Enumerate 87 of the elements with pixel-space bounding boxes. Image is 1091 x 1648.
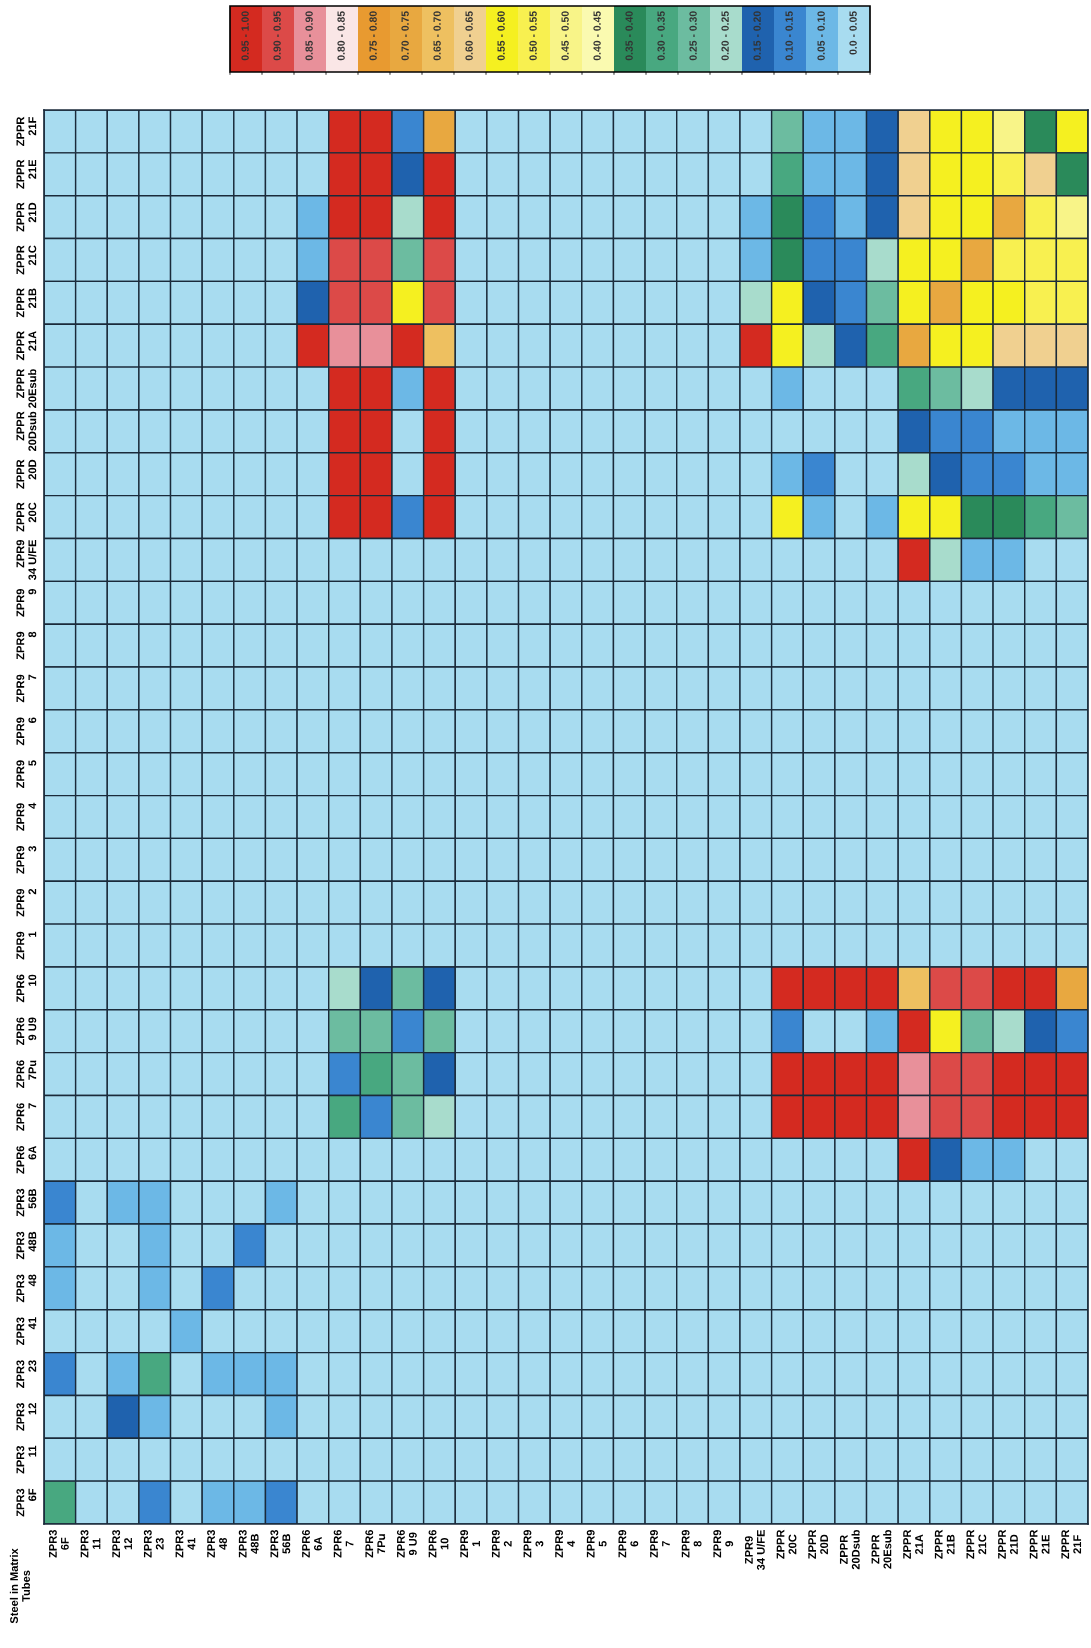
x-tick-label: ZPPR 21F: [1061, 1529, 1082, 1559]
x-tick-label: ZPR3 41: [175, 1529, 196, 1558]
y-tick-label: ZPR6 7: [16, 1103, 37, 1131]
x-tick-label: ZPR9 34 U/FE: [744, 1529, 765, 1571]
color-bar-label: 0.65 - 0.70: [433, 11, 441, 61]
x-tick-label: ZPR6 7Pu: [365, 1529, 386, 1558]
y-tick-label: ZPR3 6F: [16, 1488, 37, 1517]
y-tick-label: ZPR3 12: [16, 1403, 37, 1431]
x-tick-label: ZPPR 20Esub: [871, 1530, 892, 1569]
y-tick-label: ZPR6 9 U9: [16, 1017, 37, 1046]
color-bar-label: 0.35 - 0.40: [625, 11, 633, 61]
color-bar-label: 0.15 - 0.20: [753, 11, 761, 61]
x-tick-label: ZPR6 7: [333, 1529, 354, 1558]
x-tick-label: ZPPR 20Dsub: [839, 1530, 860, 1570]
color-bar-label: 0.10 - 0.15: [785, 11, 793, 61]
x-tick-label: ZPR6 10: [428, 1529, 449, 1558]
x-tick-label: ZPR9 4: [555, 1529, 575, 1558]
y-tick-label: ZPR9 5: [16, 760, 37, 789]
y-tick-label: ZPR9 3: [16, 846, 37, 874]
x-tick-label: ZPR9 8: [681, 1529, 702, 1558]
y-tick-label: ZPR9 8: [16, 631, 37, 660]
color-bar-label: 0.20 - 0.25: [721, 11, 729, 61]
x-tick-label: ZPR3 23: [143, 1529, 164, 1558]
x-tick-label: ZPR9 2: [491, 1529, 512, 1558]
y-tick-label: ZPPR 21C: [16, 245, 37, 275]
y-tick-label: ZPPR 21B: [16, 288, 37, 318]
color-bar-label: 0.30 - 0.35: [657, 11, 665, 61]
x-tick-label: ZPR6 6A: [302, 1529, 322, 1558]
y-tick-label: ZPPR 21E: [16, 159, 37, 189]
y-tick-label: ZPPR 20D: [16, 459, 37, 489]
y-tick-label: ZPPR 20C: [16, 502, 37, 532]
color-bar-label: 0.60 - 0.65: [465, 11, 473, 61]
y-tick-label: ZPR3 11: [16, 1445, 37, 1474]
x-tick-label: ZPR3 11: [80, 1529, 101, 1558]
y-tick-label: ZPR6 6A: [16, 1145, 37, 1174]
x-tick-label: ZPPR 21B: [934, 1529, 955, 1559]
text: Steel in Matrix Tubes: [9, 1548, 30, 1624]
y-tick-label: ZPR3 41: [16, 1317, 37, 1346]
color-bar-label: 0.80 - 0.85: [337, 11, 345, 61]
y-tick-label: ZPR3 23: [16, 1360, 37, 1388]
color-bar-label: 0.05 - 0.10: [817, 11, 825, 61]
y-tick-label: ZPPR 21A: [16, 331, 37, 361]
x-tick-label: ZPR6 9 U9: [396, 1529, 417, 1558]
color-bar-label: 0.70 - 0.75: [401, 11, 409, 61]
color-bar-label: 0.55 - 0.60: [497, 11, 505, 61]
y-tick-label: ZPR3 48: [16, 1274, 37, 1303]
color-bar-label: 0.25 - 0.30: [689, 11, 697, 61]
x-tick-label: ZPPR 21E: [1029, 1529, 1050, 1559]
color-bar-label: 0.0 - 0.05: [849, 11, 857, 55]
color-bar-label: 0.50 - 0.55: [529, 11, 537, 61]
x-tick-label: ZPR3 6F: [48, 1529, 69, 1558]
y-tick-label: ZPPR 21F: [16, 116, 37, 146]
x-tick-label: ZPPR 21D: [998, 1529, 1018, 1559]
x-tick-label: ZPR3 56B: [270, 1529, 291, 1558]
color-bar-label: 0.85 - 0.90: [305, 11, 313, 61]
x-tick-label: ZPPR 20D: [808, 1529, 829, 1559]
y-tick-label: ZPR9 4: [16, 802, 37, 831]
x-tick-label: ZPR9 1: [460, 1529, 480, 1558]
x-tick-label: ZPR3 12: [112, 1529, 132, 1558]
x-tick-label: ZPR9 9: [713, 1529, 734, 1558]
x-tick-label: ZPR3 48: [207, 1529, 227, 1558]
y-tick-label: ZPR9 1: [16, 931, 37, 960]
y-tick-label: ZPR9 7: [16, 674, 37, 703]
y-tick-label: ZPR6 7Pu: [16, 1060, 37, 1088]
x-tick-label: ZPPR 21C: [966, 1529, 987, 1559]
y-tick-label: ZPPR 21D: [16, 202, 37, 232]
color-bar-label: 0.95 - 1.00: [241, 11, 249, 61]
y-tick-label: ZPR9 2: [16, 888, 37, 917]
x-tick-label: ZPR9 3: [523, 1529, 544, 1558]
x-tick-label: ZPR3 48B: [238, 1529, 259, 1558]
color-bar-label: 0.40 - 0.45: [593, 11, 601, 61]
x-tick-label: ZPR9 7: [650, 1529, 670, 1558]
x-tick-label: ZPR9 6: [618, 1529, 639, 1558]
y-tick-label: ZPPR 20Dsub: [16, 411, 37, 452]
y-tick-label: ZPR9 6: [16, 717, 37, 746]
color-bar-label: 0.75 - 0.80: [369, 11, 377, 61]
x-tick-label: ZPPR 21A: [903, 1529, 923, 1559]
y-tick-label: ZPR6 10: [16, 974, 37, 1003]
y-tick-label: ZPR3 56B: [16, 1188, 37, 1217]
y-tick-label: ZPR9 9: [16, 588, 37, 617]
color-bar-label: 0.45 - 0.50: [561, 11, 569, 61]
y-tick-label: ZPPR 20Esub: [16, 368, 37, 408]
x-tick-label: ZPR9 5: [586, 1529, 607, 1558]
color-bar-label: 0.90 - 0.95: [273, 11, 281, 61]
x-tick-label: ZPPR 20C: [776, 1529, 797, 1559]
y-tick-label: ZPR9 34 U/FE: [16, 539, 37, 581]
y-tick-label: ZPR3 48B: [16, 1231, 37, 1260]
